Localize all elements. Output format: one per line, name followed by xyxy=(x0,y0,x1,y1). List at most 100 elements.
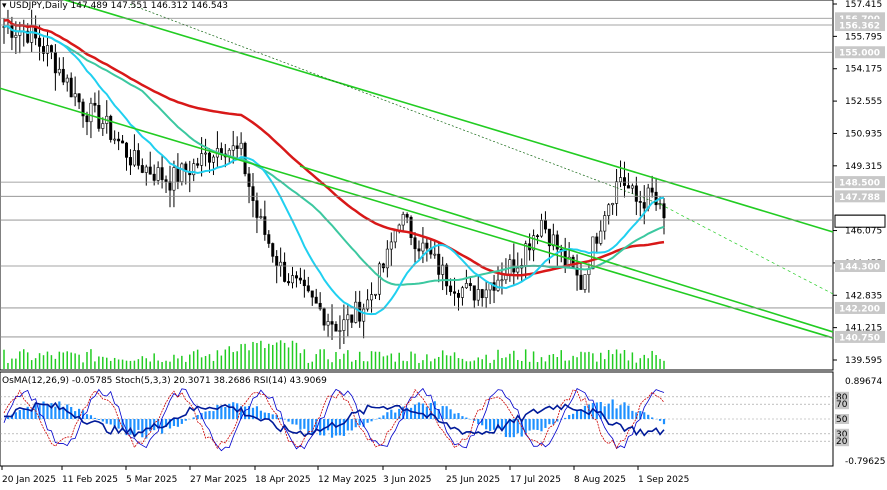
price-tick-label: 139.595 xyxy=(845,356,882,366)
candle-body xyxy=(38,37,42,47)
candle-body xyxy=(136,150,140,166)
candle-body xyxy=(385,248,389,269)
price-tag xyxy=(835,330,885,343)
candle-body xyxy=(662,203,666,219)
candle-body xyxy=(524,243,528,266)
indicator-header: OsMA(12,26,9) -0.05785 Stoch(5,3,3) 20.3… xyxy=(2,376,327,386)
candle-body xyxy=(638,201,642,203)
candle-body xyxy=(626,185,630,189)
main-panel xyxy=(0,0,834,371)
candle-body xyxy=(14,35,18,38)
price-tick-label: 152.555 xyxy=(845,97,882,107)
candle-body xyxy=(603,215,607,232)
date-label: 18 Apr 2025 xyxy=(255,475,311,485)
date-label: 3 Jun 2025 xyxy=(383,475,431,485)
candle-body xyxy=(26,30,30,43)
date-label: 11 Feb 2025 xyxy=(62,475,118,485)
date-label: 17 Jul 2025 xyxy=(510,475,561,485)
date-label: 12 May 2025 xyxy=(318,475,377,485)
candle-body xyxy=(109,115,113,140)
candle-body xyxy=(654,191,658,206)
candle-body xyxy=(445,264,449,287)
candle-body xyxy=(57,68,61,74)
candle-body xyxy=(547,228,551,247)
candle-body xyxy=(200,153,204,166)
candle-body xyxy=(634,185,638,202)
candle-body xyxy=(425,242,429,249)
candle-body xyxy=(247,173,251,187)
candle-body xyxy=(433,253,437,256)
current-price-tag xyxy=(834,214,886,228)
price-tag-label: 148.500 xyxy=(839,179,880,189)
trend-line-projection xyxy=(659,203,834,295)
candle-body xyxy=(125,142,129,158)
candle-body xyxy=(152,173,156,181)
candle-body xyxy=(484,289,488,299)
candle-body xyxy=(168,181,172,191)
candle-body xyxy=(607,204,611,216)
level-tag xyxy=(835,414,849,424)
candle-body xyxy=(10,25,14,38)
candle-body xyxy=(172,167,176,191)
price-tag-label: 147.788 xyxy=(839,193,880,203)
date-label: 27 Mar 2025 xyxy=(190,475,247,485)
candle-body xyxy=(449,285,453,293)
candle-body xyxy=(322,308,326,326)
candle-body xyxy=(113,138,117,141)
candle-body xyxy=(196,163,200,166)
candle-body xyxy=(350,314,354,323)
date-label: 25 Jun 2025 xyxy=(446,475,500,485)
symbol-icon: ▾ xyxy=(2,1,7,11)
candle-body xyxy=(53,52,57,74)
candle-body xyxy=(93,102,97,106)
candle-body xyxy=(180,163,184,183)
stoch-main-line xyxy=(3,387,665,452)
candle-body xyxy=(251,186,255,201)
candle-body xyxy=(464,283,468,289)
candle-body xyxy=(453,291,457,294)
candle-body xyxy=(231,145,235,151)
rsi-label: RSI(14) 43.9069 xyxy=(253,376,327,386)
candle-body xyxy=(650,187,654,193)
candle-body xyxy=(354,301,358,323)
symbol-header: ▾ USDJPY,Daily 147.489 147.551 146.312 1… xyxy=(2,1,228,11)
low-value: 146.312 xyxy=(150,1,188,11)
candle-body xyxy=(377,263,381,295)
trend-line-lower xyxy=(299,165,834,333)
candle-body xyxy=(373,293,377,296)
candle-body xyxy=(255,200,259,218)
candle-body xyxy=(421,242,425,252)
candle-body xyxy=(476,289,480,301)
price-tag xyxy=(835,19,885,32)
candle-body xyxy=(73,93,77,98)
candle-body xyxy=(164,179,168,182)
candle-body xyxy=(49,45,53,53)
candle-body xyxy=(532,235,536,251)
candle-body xyxy=(366,299,370,310)
candle-body xyxy=(314,296,318,304)
candle-body xyxy=(310,290,314,298)
rsi-line xyxy=(3,401,665,438)
candle-body xyxy=(334,323,338,332)
candle-body xyxy=(472,285,476,301)
candle-body xyxy=(543,220,547,230)
candle-body xyxy=(77,93,81,103)
candle-body xyxy=(437,253,441,275)
indicator-axis-bottom: -0.79625 xyxy=(845,457,885,467)
candle-body xyxy=(409,216,413,238)
candle-body xyxy=(275,256,279,266)
candle-body xyxy=(500,279,504,282)
candle-body xyxy=(132,150,136,166)
price-tag xyxy=(835,46,885,59)
candle-body xyxy=(208,152,212,163)
price-tick-label: 154.175 xyxy=(845,65,882,75)
candle-body xyxy=(599,230,603,244)
price-tag-label: 142.200 xyxy=(839,304,880,314)
price-tick-label: 150.935 xyxy=(845,129,882,139)
candle-body xyxy=(551,234,555,247)
candle-body xyxy=(417,248,421,252)
trend-line-upper xyxy=(62,0,834,233)
level-tag xyxy=(835,428,849,439)
candle-body xyxy=(516,267,520,273)
